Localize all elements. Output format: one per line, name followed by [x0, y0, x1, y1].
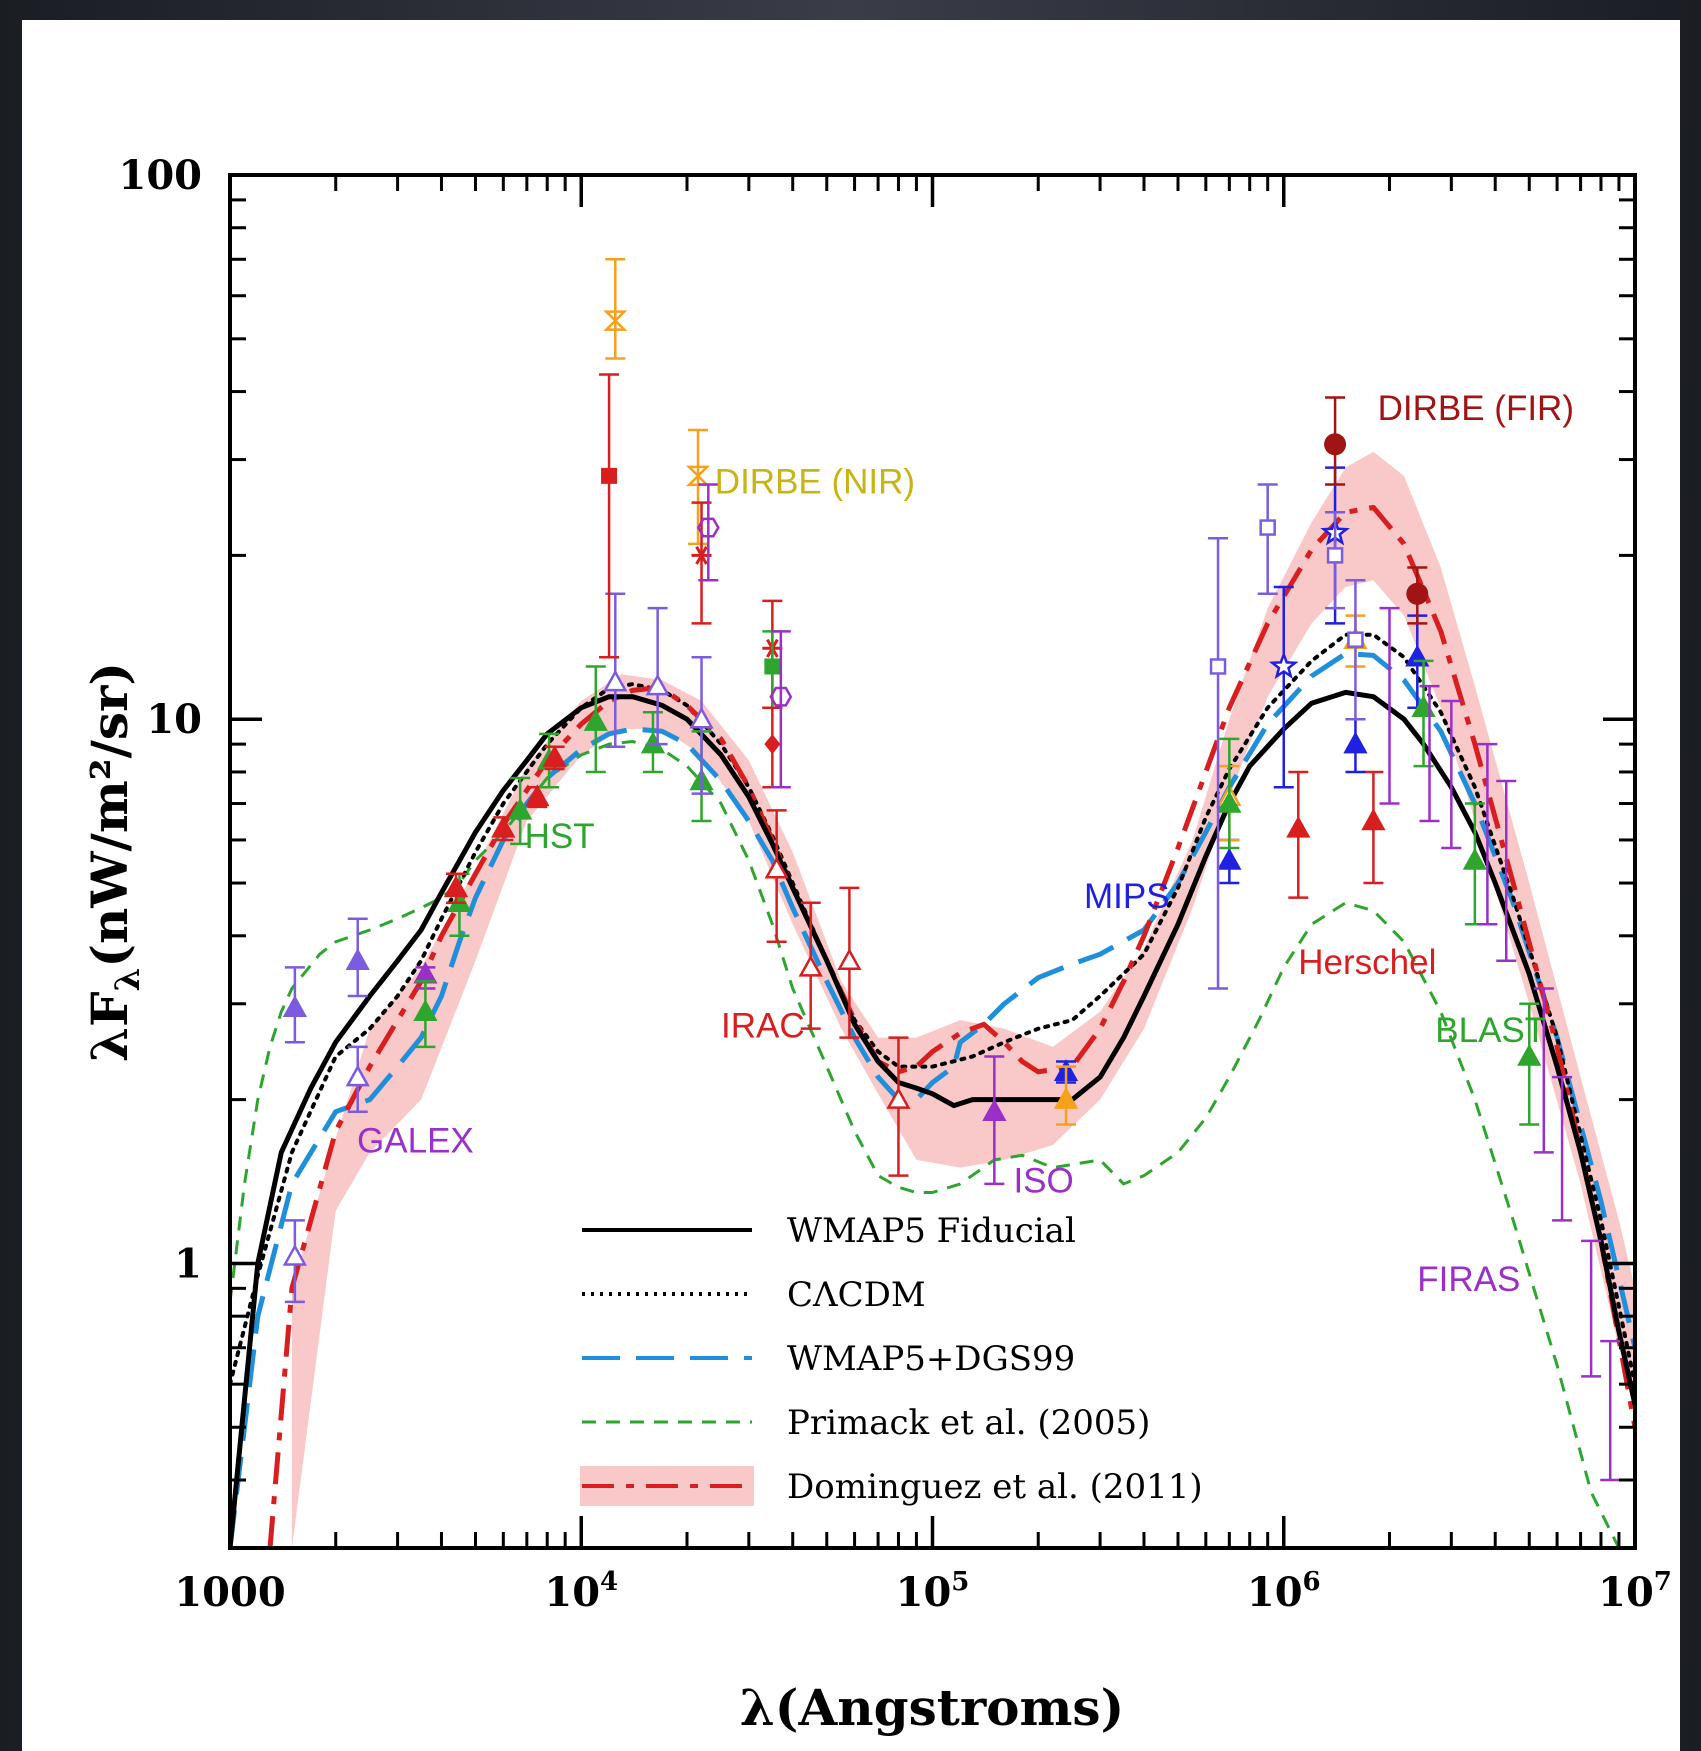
data-point-mips	[1053, 1065, 1079, 1126]
data-point-mips	[1217, 737, 1242, 850]
data-point-herschel	[1286, 770, 1311, 899]
legend-label: Primack et al. (2005)	[787, 1403, 1150, 1443]
legend-entry-c-cdm: CΛCDM	[582, 1275, 926, 1315]
y-tick-label: 10	[146, 696, 202, 743]
data-point-firas	[1419, 684, 1440, 823]
series-line-c-cdm	[230, 632, 1635, 1387]
legend-entry-dominguez-et-al-2011: Dominguez et al. (2011)	[580, 1466, 1203, 1507]
data-point-hst	[413, 980, 438, 1049]
y-tick-label: 1	[174, 1240, 202, 1287]
uncertainty-band	[291, 451, 1635, 1548]
data-point-hst	[525, 784, 550, 809]
chart-panel: GALEX HST DIRBE (NIR) IRAC MIPS ISO Herschel DI…	[22, 20, 1680, 1751]
data-point-firas	[1496, 779, 1517, 962]
data-point-iso	[982, 1055, 1007, 1186]
legend-entry-wmap5-fiducial: WMAP5 Fiducial	[582, 1211, 1076, 1251]
data-point-firas	[1477, 742, 1498, 926]
annotation-galex: GALEX	[357, 1121, 474, 1160]
x-tick-label: 105	[896, 1567, 970, 1616]
data-point-galex	[282, 966, 307, 1044]
data-point-dirbe-nir	[599, 373, 620, 659]
data-point-firas	[1600, 1339, 1621, 1482]
data-point-irac	[886, 1036, 911, 1177]
measurement-points	[282, 258, 1621, 1482]
data-point-hst	[603, 592, 628, 749]
data-point-firas	[1533, 987, 1554, 1154]
legend-label: CΛCDM	[787, 1275, 926, 1315]
data-point-dirbe-nir	[686, 428, 711, 546]
data-point-hst	[645, 606, 670, 746]
data-point-hst	[508, 776, 533, 846]
annotation-mips: MIPS	[1084, 877, 1170, 916]
data-point-firas	[1581, 1239, 1602, 1378]
y-tick-label: 100	[119, 152, 203, 199]
data-point-blast	[1462, 802, 1487, 926]
x-tick-label: 104	[544, 1567, 618, 1616]
data-point-dirbe-nir	[696, 483, 720, 582]
ebl-sed-chart: GALEX HST DIRBE (NIR) IRAC MIPS ISO Herschel DI…	[80, 152, 1672, 1737]
annotation-irac: IRAC	[721, 1007, 805, 1046]
data-point-herschel	[1345, 579, 1366, 721]
data-point-dirbe-fir	[1406, 566, 1429, 625]
data-point-galex	[345, 917, 370, 998]
annotation-dirbe-fir: DIRBE (FIR)	[1378, 389, 1574, 428]
data-point-galex	[345, 1045, 370, 1113]
axes: 1000 104 105 106 107 1 10 100	[119, 152, 1672, 1616]
data-point-mips	[1257, 483, 1278, 596]
data-point-hst	[542, 745, 567, 771]
data-point-mips	[1268, 585, 1299, 789]
x-tick-label: 106	[1247, 1567, 1321, 1616]
data-point-herschel	[1361, 770, 1386, 885]
annotation-herschel: Herschel	[1298, 943, 1436, 982]
data-point-hst	[689, 655, 714, 795]
data-point-mips	[1208, 537, 1229, 990]
annotation-iso: ISO	[1013, 1162, 1073, 1201]
data-point-herschel	[1343, 717, 1368, 774]
x-axis-title: λ(Angstroms)	[740, 1678, 1124, 1737]
data-point-dirbe-fir	[1324, 396, 1347, 486]
data-point-hst	[583, 665, 608, 774]
data-point-herschel	[1325, 511, 1346, 610]
data-point-irac	[798, 901, 823, 1030]
band-dominguez-et-al-2011	[291, 451, 1635, 1548]
annotation-firas: FIRAS	[1417, 1260, 1520, 1299]
data-point-dirbe-nir	[769, 630, 793, 789]
legend-entry-wmap5-dgs99: WMAP5+DGS99	[582, 1339, 1075, 1379]
data-point-galex	[282, 1219, 307, 1304]
data-point-blast	[1517, 1002, 1542, 1126]
annotation-dirbe-nir: DIRBE (NIR)	[715, 462, 915, 501]
data-point-irac	[764, 809, 789, 944]
legend-label: WMAP5+DGS99	[787, 1339, 1075, 1379]
data-point-dirbe-nir	[603, 258, 628, 360]
y-axis-title: λFλ(nW/m²/sr)	[80, 662, 148, 1062]
data-point-firas	[1379, 606, 1400, 805]
instrument-labels: GALEX HST DIRBE (NIR) IRAC MIPS ISO Herschel DI…	[357, 389, 1574, 1299]
annotation-blast: BLAST	[1435, 1011, 1546, 1050]
data-point-firas	[1441, 699, 1462, 850]
legend-entry-primack-et-al-2005: Primack et al. (2005)	[582, 1403, 1150, 1443]
x-tick-label: 107	[1598, 1567, 1672, 1616]
series-line-wmap5-dgs99	[230, 651, 1635, 1548]
legend-label: WMAP5 Fiducial	[787, 1211, 1076, 1251]
data-point-hst	[443, 872, 469, 905]
legend: WMAP5 Fiducial CΛCDM WMAP5+DGS99 Primack et…	[580, 1211, 1203, 1507]
x-tick-label: 1000	[174, 1569, 285, 1616]
annotation-hst: HST	[525, 817, 595, 856]
data-point-firas	[1552, 1075, 1573, 1222]
legend-label: Dominguez et al. (2011)	[787, 1467, 1203, 1507]
data-point-irac	[837, 886, 862, 1039]
data-point-dirbe-nir	[762, 706, 783, 789]
